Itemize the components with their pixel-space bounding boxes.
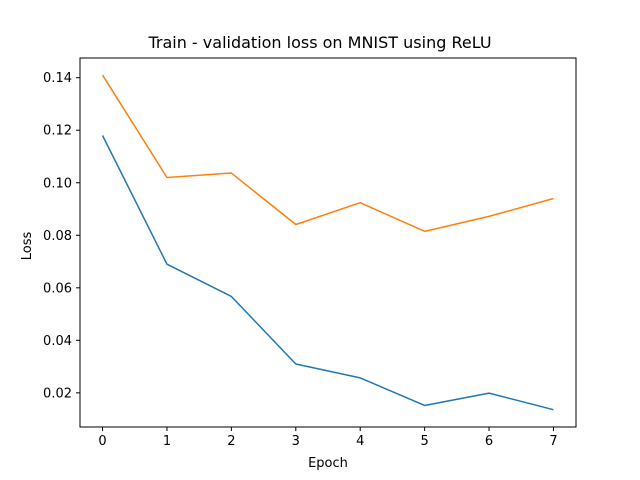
y-axis-ticks: 0.02 0.04 0.06 0.08 0.10 0.12 0.14 [43, 71, 80, 401]
y-tick-label: 0.04 [43, 334, 72, 349]
series-line-2 [101, 74, 554, 233]
y-tick-label: 0.08 [43, 229, 72, 244]
plot-frame [79, 57, 577, 428]
series-layer [101, 74, 554, 411]
series-line-1 [101, 135, 554, 411]
x-tick-label: 3 [292, 434, 300, 449]
x-tick-label: 1 [163, 434, 171, 449]
plot-area [79, 57, 577, 428]
x-tick-label: 6 [485, 434, 493, 449]
y-tick-label: 0.06 [43, 281, 72, 296]
chart-title: Train - validation loss on MNIST using R… [147, 33, 491, 52]
x-tick-label: 5 [420, 434, 428, 449]
y-axis-label: Loss [20, 232, 35, 261]
x-tick-label: 2 [227, 434, 235, 449]
y-tick-label: 0.12 [43, 124, 72, 139]
x-tick-label: 4 [356, 434, 364, 449]
x-tick-label: 7 [549, 434, 557, 449]
y-tick-label: 0.10 [43, 176, 72, 191]
x-tick-label: 0 [98, 434, 106, 449]
y-tick-label: 0.14 [43, 71, 72, 86]
y-tick-label: 0.02 [43, 386, 72, 401]
x-axis-label: Epoch [308, 456, 348, 471]
x-axis-ticks: 0 1 2 3 4 5 6 7 [98, 427, 558, 449]
